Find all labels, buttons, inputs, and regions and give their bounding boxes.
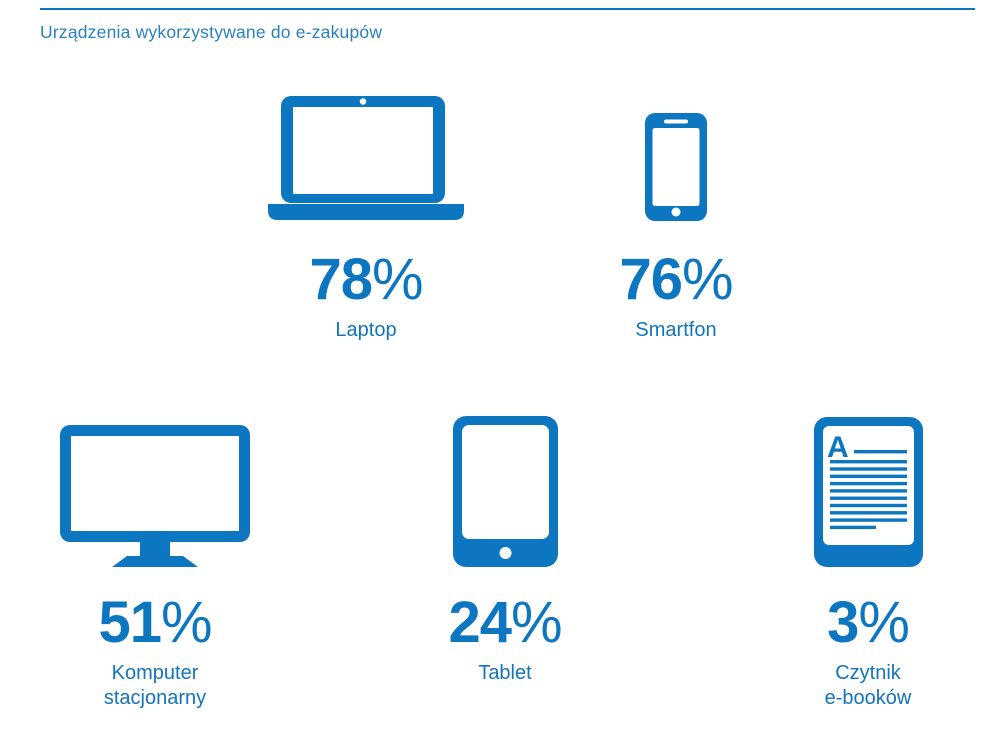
percent-sign: % — [371, 247, 424, 312]
device-card-komputer-stacjonarny: 51% Komputer stacjonarny — [45, 416, 265, 711]
device-label-czytnik: Czytnik e-booków — [824, 662, 912, 709]
percent-number: 3 — [827, 590, 859, 655]
percent-value-tablet: 24% — [448, 594, 562, 652]
percent-value-laptop: 78% — [309, 251, 423, 309]
device-label-komputer: Komputer stacjonarny — [103, 662, 207, 709]
percent-value-komputer: 51% — [98, 594, 212, 652]
percent-sign: % — [160, 590, 213, 655]
laptop-icon-box — [268, 95, 464, 221]
svg-text:A: A — [827, 431, 849, 464]
percent-number: 51 — [98, 590, 162, 655]
tablet-icon-box — [452, 416, 558, 567]
percent-value-smartfon: 76% — [619, 251, 733, 309]
percent-number: 76 — [619, 247, 683, 312]
smartphone-icon — [645, 113, 707, 221]
header-rule — [40, 8, 975, 10]
smartphone-icon-box — [645, 95, 707, 221]
device-card-czytnik-ebookow: A 3% Czytnik e-booków — [758, 416, 978, 711]
percent-number: 24 — [448, 590, 512, 655]
device-card-laptop: 78% Laptop — [256, 95, 476, 343]
device-label-laptop: Laptop — [335, 319, 397, 341]
percent-value-czytnik: 3% — [827, 594, 910, 652]
laptop-icon — [268, 96, 464, 220]
device-card-tablet: 24% Tablet — [395, 416, 615, 686]
ereader-icon: A — [813, 417, 923, 567]
percent-sign: % — [858, 590, 910, 655]
chart-title: Urządzenia wykorzystywane do e-zakupów — [40, 22, 383, 42]
percent-sign: % — [681, 247, 734, 312]
percent-sign: % — [510, 590, 563, 655]
tablet-icon — [452, 416, 558, 567]
percent-number: 78 — [309, 247, 373, 312]
ereader-icon-box: A — [813, 416, 923, 567]
desktop-monitor-icon — [60, 425, 250, 567]
device-label-smartfon: Smartfon — [635, 319, 717, 341]
desktop-monitor-icon-box — [60, 416, 250, 567]
device-card-smartfon: 76% Smartfon — [566, 95, 786, 343]
device-label-tablet: Tablet — [478, 662, 532, 684]
